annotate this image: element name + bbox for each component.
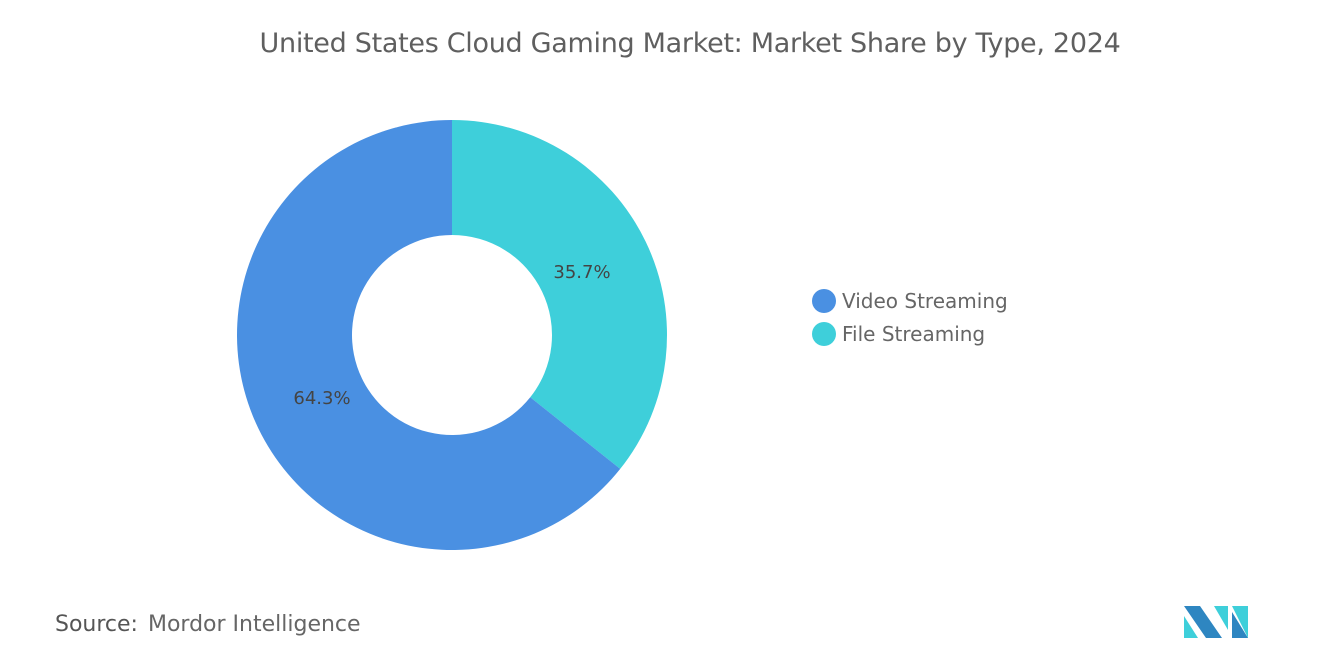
- legend-swatch-video-icon: [812, 288, 836, 313]
- source-note: Source: Mordor Intelligence: [55, 612, 361, 637]
- data-label-video-streaming: 64.3%: [293, 388, 350, 409]
- source-text: Mordor Intelligence: [147, 612, 361, 637]
- mordor-logo: [1184, 606, 1248, 638]
- source-label: Source:: [55, 612, 138, 637]
- legend-swatch-file-icon: [812, 321, 836, 346]
- data-label-file-streaming: 35.7%: [553, 262, 610, 283]
- legend-item-file-streaming[interactable]: File Streaming: [812, 317, 1008, 350]
- legend-label: File Streaming: [842, 321, 986, 346]
- legend-item-video-streaming[interactable]: Video Streaming: [812, 284, 1008, 317]
- slice-video-streaming[interactable]: [236, 120, 621, 550]
- slice-file-streaming[interactable]: [452, 120, 667, 469]
- legend: Video Streaming File Streaming: [812, 284, 1008, 350]
- legend-label: Video Streaming: [842, 288, 1008, 313]
- chart-title: United States Cloud Gaming Market: Marke…: [259, 28, 1121, 59]
